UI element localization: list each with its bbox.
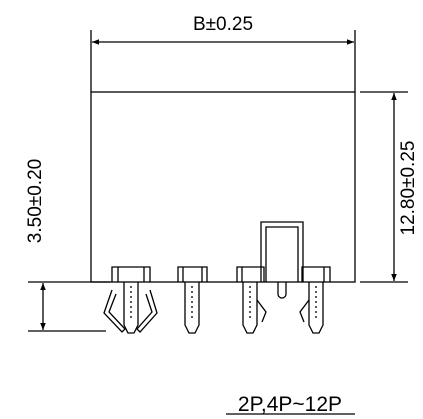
key-notch [277,282,287,299]
pin-slot-2 [177,266,208,282]
pin-2 [184,282,200,334]
pin-3 [242,282,258,334]
pin-slot-4 [301,266,331,282]
latch-flange-right [136,289,158,333]
pin-3-latch [256,299,267,323]
width-dimension-label: B±0.25 [193,14,253,35]
pin-slot-1 [111,266,151,282]
latch-flange-left [103,289,126,333]
pin-1 [123,282,139,334]
key-outer [260,221,304,282]
key-inner [265,226,299,282]
pin-4-latch [299,299,310,323]
pin-slot-3 [236,266,265,282]
pin-group-4 [299,266,331,334]
pin-group-2 [177,266,208,334]
polarization-key [260,221,304,299]
height-dimension-label: 12.80±0.25 [398,141,419,236]
pin-4 [308,282,324,334]
width-dimension: B±0.25 [90,14,356,92]
pin-dimension: 3.50±0.20 [25,159,110,332]
height-dimension: 12.80±0.25 [360,91,419,283]
variant-label: 2P,4P~12P [238,393,342,416]
pin-dimension-label: 3.50±0.20 [25,159,46,243]
pin-group-1 [103,266,158,334]
pin-group-3 [236,266,267,334]
housing-body [90,91,356,283]
